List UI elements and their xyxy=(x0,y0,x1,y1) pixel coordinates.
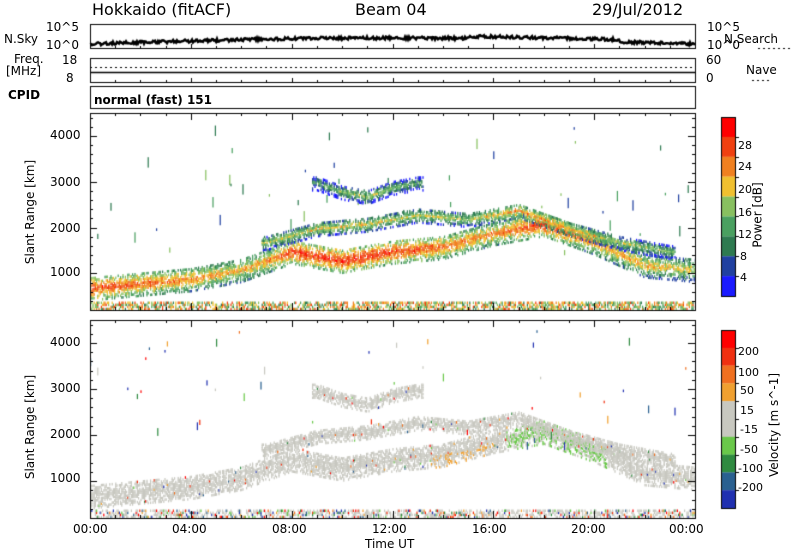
cpid-label: CPID xyxy=(8,88,41,102)
vel-cb-m100: -100 xyxy=(738,462,763,475)
xtick-1600: 16:00 xyxy=(472,522,507,536)
power-ytick-1000: 1000 xyxy=(50,265,81,279)
freq-unit: [MHz] xyxy=(6,64,42,78)
station-title: Hokkaido (fitACF) xyxy=(92,0,232,19)
vel-cb-100: 100 xyxy=(738,366,759,379)
nsky-label: N.Sky xyxy=(4,32,39,46)
nave-label: Nave xyxy=(746,63,777,77)
nave-tick-lo: 0 xyxy=(706,71,714,85)
beam-label: Beam 04 xyxy=(355,0,427,19)
xtick-0000: 00:00 xyxy=(73,522,108,536)
xtick-0000b: 00:00 xyxy=(669,522,704,536)
vel-cb-15: 15 xyxy=(740,404,754,417)
power-ytick-2000: 2000 xyxy=(50,221,81,235)
noise-tick-hi-left: 10^5 xyxy=(46,20,79,34)
nave-tick-hi: 60 xyxy=(706,53,722,67)
xtick-0400: 04:00 xyxy=(172,522,207,536)
freq-label: Freq. xyxy=(14,52,44,66)
velocity-ytick-1000: 1000 xyxy=(50,471,81,485)
vel-cb-m200: -200 xyxy=(738,481,763,494)
velocity-colorbar-label: Velocity [m s^-1] xyxy=(767,373,781,477)
xtick-1200: 12:00 xyxy=(372,522,407,536)
power-cb-20: 20 xyxy=(738,183,752,196)
power-cb-12: 12 xyxy=(738,228,752,241)
vel-cb-50: 50 xyxy=(740,384,754,397)
power-cb-24: 24 xyxy=(738,160,752,173)
date-label: 29/Jul/2012 xyxy=(592,0,684,19)
velocity-ytick-2000: 2000 xyxy=(50,427,81,441)
power-cb-8: 8 xyxy=(740,250,747,263)
power-cb-28: 28 xyxy=(738,139,752,152)
nsearch-label: N.Search xyxy=(724,32,779,46)
power-colorbar-label: Power [dB] xyxy=(750,182,765,248)
power-ytick-3000: 3000 xyxy=(50,175,81,189)
xlabel: Time UT xyxy=(365,537,415,551)
vel-cb-m50: -50 xyxy=(740,443,758,456)
power-cb-4: 4 xyxy=(740,271,747,284)
noise-tick-hi-right: 10^5 xyxy=(707,20,740,34)
velocity-ylabel: Slant Range [km] xyxy=(23,374,38,480)
noise-tick-lo-left: 10^0 xyxy=(46,38,79,52)
xtick-0800: 08:00 xyxy=(272,522,307,536)
vel-cb-200: 200 xyxy=(738,345,759,358)
freq-tick-hi: 18 xyxy=(62,53,78,67)
xtick-2000: 20:00 xyxy=(571,522,606,536)
velocity-ytick-4000: 4000 xyxy=(50,335,81,349)
noise-tick-lo-right: 10^0 xyxy=(707,38,740,52)
cpid-value: normal (fast) 151 xyxy=(94,93,212,107)
power-ylabel: Slant Range [km] xyxy=(23,159,38,265)
velocity-ytick-3000: 3000 xyxy=(50,381,81,395)
velocity-colorbar-text: Velocity [m s^-1] xyxy=(767,372,782,478)
freq-tick-lo: 8 xyxy=(66,71,74,85)
power-ytick-4000: 4000 xyxy=(50,128,81,142)
vel-cb-m15: -15 xyxy=(740,423,758,436)
power-cb-16: 16 xyxy=(738,206,752,219)
